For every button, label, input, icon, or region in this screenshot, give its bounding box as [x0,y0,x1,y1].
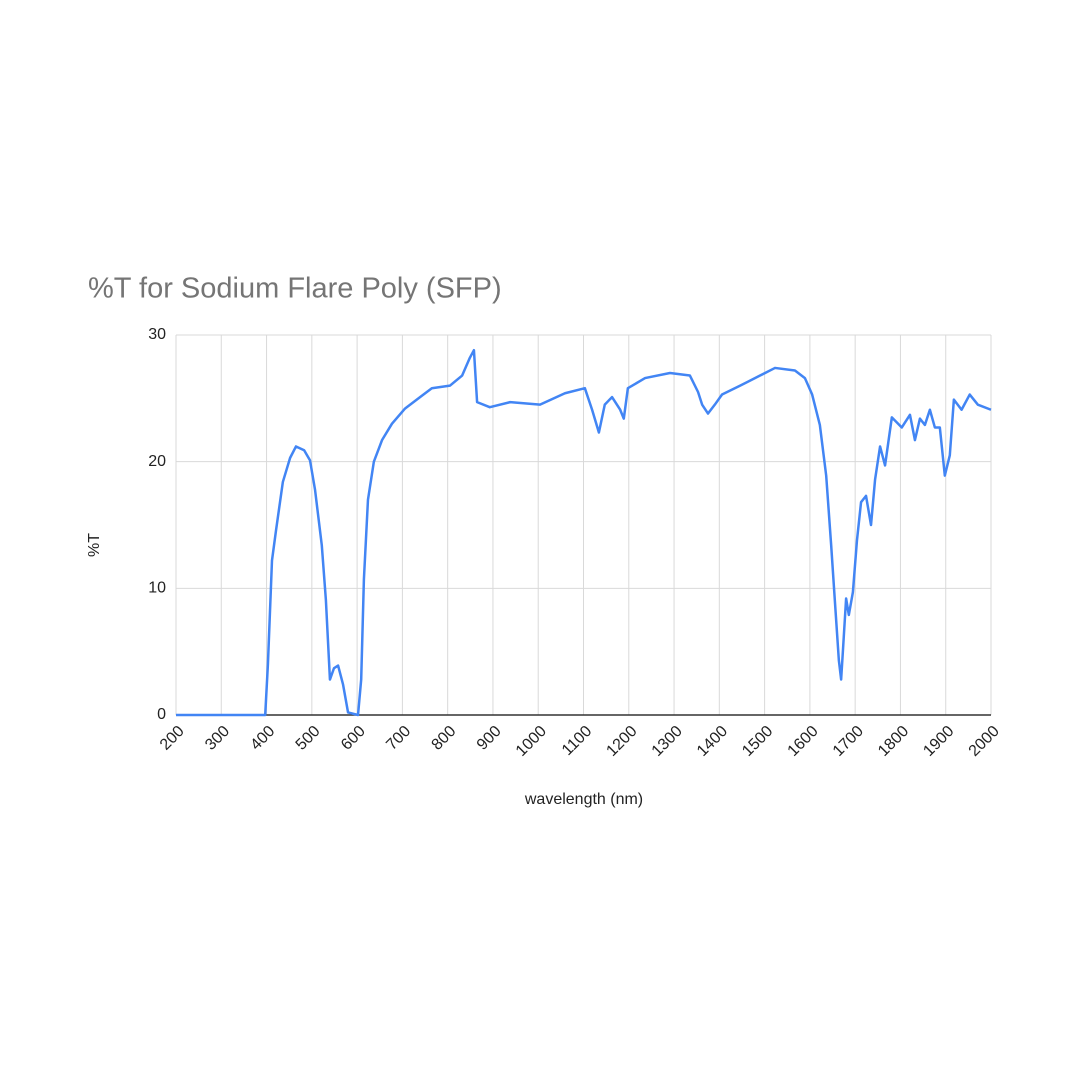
chart-title: %T for Sodium Flare Poly (SFP) [88,273,502,305]
data-line [176,348,992,717]
y-tick-label: 10 [148,580,166,597]
y-tick-label: 0 [157,706,166,723]
y-tick-label: 30 [148,326,166,343]
x-axis-label: wavelength (nm) [524,791,643,808]
y-axis-label: %T [86,533,103,557]
y-tick-label: 20 [148,453,166,470]
